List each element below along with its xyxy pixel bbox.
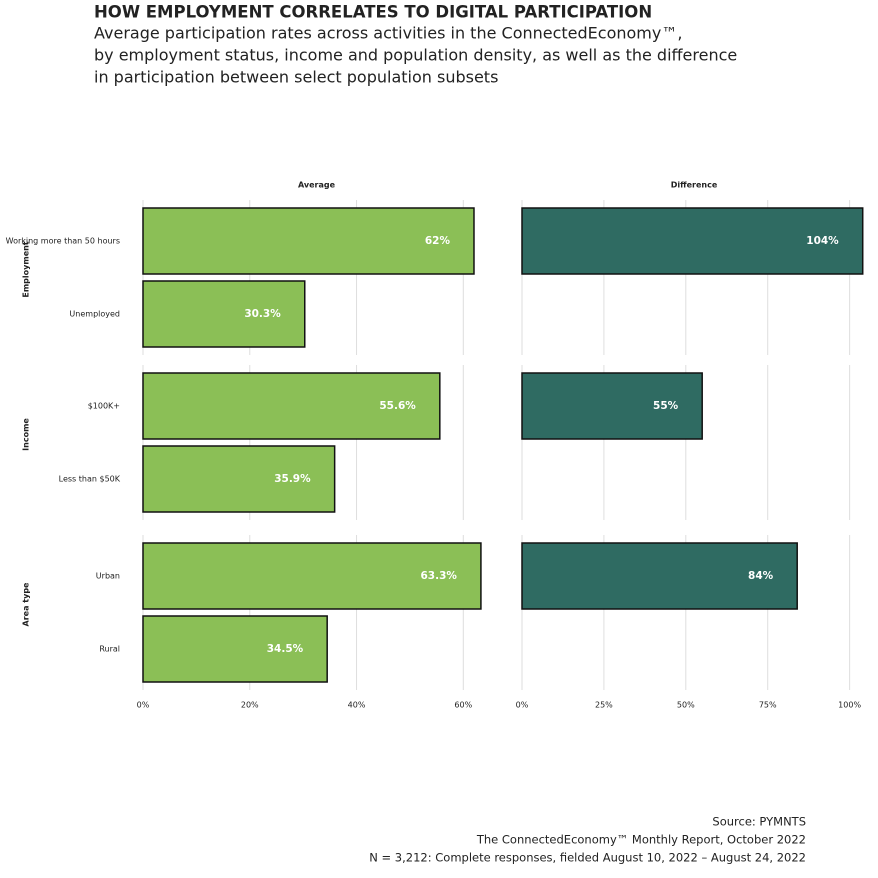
footer: The ConnectedEconomy™ Monthly Report, Oc… [476,833,806,847]
x-tick-label: 75% [759,701,777,710]
panel-title: Difference [671,181,718,190]
x-tick-label: 40% [348,701,366,710]
value-label: 55.6% [379,400,416,412]
bar [521,372,703,440]
facet-label: Employment [22,241,31,297]
category-label: Urban [96,572,120,581]
facet-label: Area type [22,582,31,627]
value-label: 30.3% [244,308,281,320]
page-title: HOW EMPLOYMENT CORRELATES TO DIGITAL PAR… [94,3,652,22]
category-label: Unemployed [69,310,120,319]
value-label: 63.3% [420,570,457,582]
value-label: 35.9% [274,473,311,485]
bar [142,372,441,440]
bar [521,542,798,610]
value-label: 104% [806,235,839,247]
value-label: 62% [425,235,451,247]
panel-title: Average [298,181,336,190]
footer: Source: PYMNTS [712,815,806,829]
bar [142,207,475,275]
x-tick-label: 0% [516,701,529,710]
footer: N = 3,212: Complete responses, fielded A… [369,851,806,865]
x-tick-label: 20% [241,701,259,710]
category-label: $100K+ [88,402,120,411]
facet-label: Income [22,418,31,451]
x-tick-label: 50% [677,701,695,710]
value-label: 84% [748,570,774,582]
x-tick-label: 60% [454,701,472,710]
bar [142,542,482,610]
category-label: Working more than 50 hours [6,237,120,246]
subtitle: Average participation rates across activ… [94,24,682,43]
subtitle: by employment status, income and populat… [94,46,737,65]
bar [142,615,328,683]
category-label: Rural [99,645,120,654]
bar [142,445,336,513]
value-label: 55% [653,400,679,412]
x-tick-label: 0% [137,701,150,710]
bar [521,207,864,275]
x-tick-label: 25% [595,701,613,710]
subtitle: in participation between select populati… [94,68,498,87]
x-tick-label: 100% [838,701,861,710]
bar [142,280,306,348]
category-label: Less than $50K [59,475,121,484]
value-label: 34.5% [267,643,304,655]
